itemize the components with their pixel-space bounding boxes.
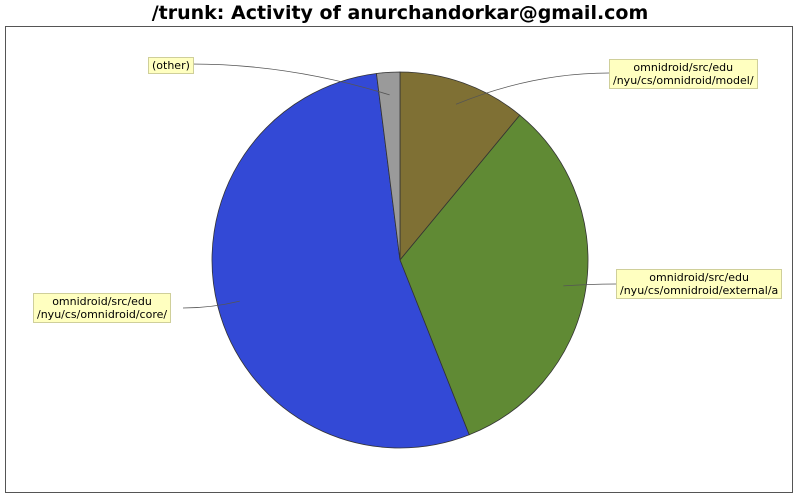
slice-label-external-line1: omnidroid/src/edu bbox=[649, 271, 749, 284]
pie-slice-other-leader-line bbox=[190, 63, 390, 96]
pie-slice-external-leader-line bbox=[563, 283, 617, 287]
pie-slice-core bbox=[211, 73, 470, 449]
pie-slice-external bbox=[399, 114, 589, 436]
slice-label-other: (other) bbox=[148, 57, 194, 74]
pie-slice-model-leader-line bbox=[455, 72, 610, 105]
pie-slice-other bbox=[375, 71, 401, 261]
slice-label-model: omnidroid/src/edu /nyu/cs/omnidroid/mode… bbox=[609, 59, 758, 89]
slice-label-external-line2: /nyu/cs/omnidroid/external/a bbox=[620, 284, 779, 297]
slice-label-core-line2: /nyu/cs/omnidroid/core/ bbox=[37, 308, 168, 321]
slice-label-model-line2: /nyu/cs/omnidroid/model/ bbox=[613, 74, 754, 87]
pie-slice-core-leader-line bbox=[182, 300, 240, 309]
plot-area bbox=[5, 26, 793, 493]
pie-slice-model bbox=[399, 71, 521, 262]
slice-label-other-line1: (other) bbox=[152, 59, 190, 72]
slice-label-model-line1: omnidroid/src/edu bbox=[633, 61, 734, 74]
slice-label-core-line1: omnidroid/src/edu bbox=[52, 295, 152, 308]
slice-label-external: omnidroid/src/edu /nyu/cs/omnidroid/exte… bbox=[616, 269, 783, 299]
slice-label-core: omnidroid/src/edu /nyu/cs/omnidroid/core… bbox=[33, 293, 172, 323]
chart-title: /trunk: Activity of anurchandorkar@gmail… bbox=[151, 2, 649, 24]
